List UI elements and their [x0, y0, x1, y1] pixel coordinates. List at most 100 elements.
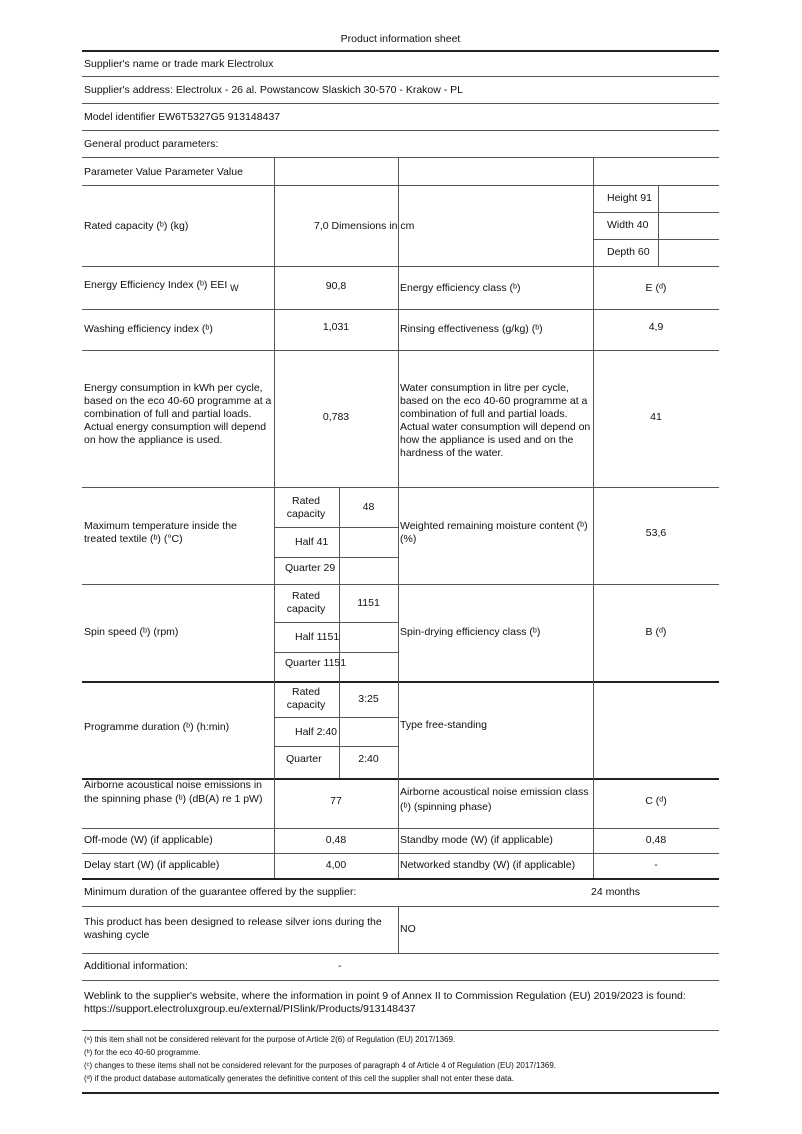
column-line	[593, 157, 594, 878]
duration-rated-label: Rated capacity	[286, 686, 326, 711]
washing-index-value: 1,031	[322, 321, 350, 333]
energy-class-value: E (ᵈ)	[645, 282, 667, 294]
divider	[82, 103, 719, 104]
column-line	[398, 157, 399, 878]
column-line	[339, 487, 340, 778]
temperature-half: Half 41	[295, 536, 329, 548]
duration-rated-value: 3:25	[358, 693, 379, 705]
page-title: Product information sheet	[340, 33, 461, 45]
spin-speed-label: Spin speed (ᵇ) (rpm)	[84, 626, 179, 638]
moisture-value: 53,6	[645, 527, 667, 539]
divider	[82, 778, 719, 780]
divider	[274, 652, 398, 653]
temperature-rated-label: Rated capacity	[286, 495, 326, 520]
energy-class-label: Energy efficiency class (ᵇ)	[400, 282, 521, 294]
spin-class-value: B (ᵈ)	[645, 626, 667, 638]
moisture-label: Weighted remaining moisture content (ᵇ) …	[400, 520, 588, 545]
temperature-quarter: Quarter 29	[285, 562, 336, 574]
noise-value: 77	[330, 795, 342, 807]
footnote-b: (ᵇ) for the eco 40-60 programme.	[84, 1048, 201, 1057]
offmode-label: Off-mode (W) (if applicable)	[84, 834, 213, 846]
divider	[593, 212, 719, 213]
delay-start-label: Delay start (W) (if applicable)	[84, 859, 220, 871]
noise-label: Airborne acoustical noise emissions in t…	[84, 779, 263, 805]
height-value: Height 91	[607, 192, 652, 204]
rated-capacity-label: Rated capacity (ᵇ) (kg)	[84, 220, 189, 232]
silver-ions-label: This product has been designed to releas…	[84, 916, 382, 941]
offmode-value: 0,48	[325, 834, 347, 846]
rinsing-value: 4,9	[648, 321, 664, 333]
divider	[82, 953, 719, 954]
rated-capacity-value: 7,0 Dimensions in cm	[314, 220, 415, 232]
weblink-text: Weblink to the supplier's website, where…	[84, 990, 686, 1015]
column-line	[274, 157, 275, 878]
rinsing-label: Rinsing effectiveness (g/kg) (ᵇ)	[400, 323, 543, 335]
depth-value: Depth 60	[607, 246, 650, 258]
divider	[274, 622, 398, 623]
energy-consumption-value: 0,783	[322, 411, 350, 423]
divider	[274, 746, 398, 747]
noise-class-label: Airborne acoustical noise emission class…	[400, 786, 589, 813]
duration-quarter-label: Quarter	[286, 753, 322, 765]
footnote-c: (ᶜ) changes to these items shall not be …	[84, 1061, 556, 1070]
model-identifier: Model identifier EW6T5327G5 913148437	[84, 111, 281, 123]
divider	[274, 527, 398, 528]
standby-value: 0,48	[645, 834, 667, 846]
divider	[82, 584, 719, 585]
divider	[593, 239, 719, 240]
supplier-address: Supplier's address: Electrolux - 26 al. …	[84, 84, 464, 96]
additional-info-value: -	[338, 960, 342, 972]
spin-rated-label: Rated capacity	[286, 590, 326, 615]
networked-standby-value: -	[654, 859, 658, 871]
spin-class-label: Spin-drying efficiency class (ᵇ)	[400, 626, 541, 638]
divider	[82, 1030, 719, 1031]
noise-class-value: C (ᵈ)	[645, 795, 667, 807]
divider	[82, 878, 719, 880]
spin-rated-value: 1151	[357, 597, 380, 609]
duration-quarter-value: 2:40	[358, 753, 379, 765]
divider	[82, 309, 719, 310]
divider	[82, 487, 719, 488]
general-parameters: General product parameters:	[84, 138, 219, 150]
supplier-name: Supplier's name or trade mark Electrolux	[84, 58, 274, 70]
divider	[82, 828, 719, 829]
footnote-d: (ᵈ) if the product database automaticall…	[84, 1074, 514, 1083]
spin-quarter: Quarter 1151	[285, 657, 347, 669]
type-label: Type free-standing	[400, 719, 487, 731]
width-value: Width 40	[607, 219, 649, 231]
duration-label: Programme duration (ᵇ) (h:min)	[84, 721, 230, 733]
duration-half: Half 2:40	[295, 726, 338, 738]
additional-info-label: Additional information:	[84, 960, 188, 972]
divider	[82, 185, 719, 186]
eei-value: 90,8	[325, 280, 347, 292]
delay-start-value: 4,00	[325, 859, 347, 871]
divider	[82, 980, 719, 981]
temperature-label: Maximum temperature inside the treated t…	[84, 520, 237, 545]
eei-label: Energy Efficiency Index (ᵇ) EEI W	[84, 279, 239, 294]
guarantee-value: 24 months	[591, 886, 641, 898]
divider	[82, 266, 719, 267]
divider	[82, 681, 719, 683]
silver-ions-value: NO	[400, 923, 416, 935]
divider	[82, 50, 719, 52]
spin-half: Half 1151	[295, 631, 340, 643]
divider	[82, 157, 719, 158]
column-line	[658, 185, 659, 266]
networked-standby-label: Networked standby (W) (if applicable)	[400, 859, 576, 871]
divider	[82, 130, 719, 131]
column-line	[398, 906, 399, 953]
divider	[82, 853, 719, 854]
guarantee-label: Minimum duration of the guarantee offere…	[84, 886, 357, 898]
divider	[274, 717, 398, 718]
divider	[82, 1092, 719, 1094]
standby-label: Standby mode (W) (if applicable)	[400, 834, 553, 846]
temperature-rated-value: 48	[362, 501, 375, 513]
divider	[82, 906, 719, 907]
water-consumption-label: Water consumption in litre per cycle, ba…	[400, 382, 591, 459]
table-header: Parameter Value Parameter Value	[84, 166, 243, 178]
washing-index-label: Washing efficiency index (ᵇ)	[84, 323, 213, 335]
water-consumption-value: 41	[650, 411, 662, 423]
divider	[82, 76, 719, 77]
footnote-a: (ᵃ) this item shall not be considered re…	[84, 1035, 456, 1044]
